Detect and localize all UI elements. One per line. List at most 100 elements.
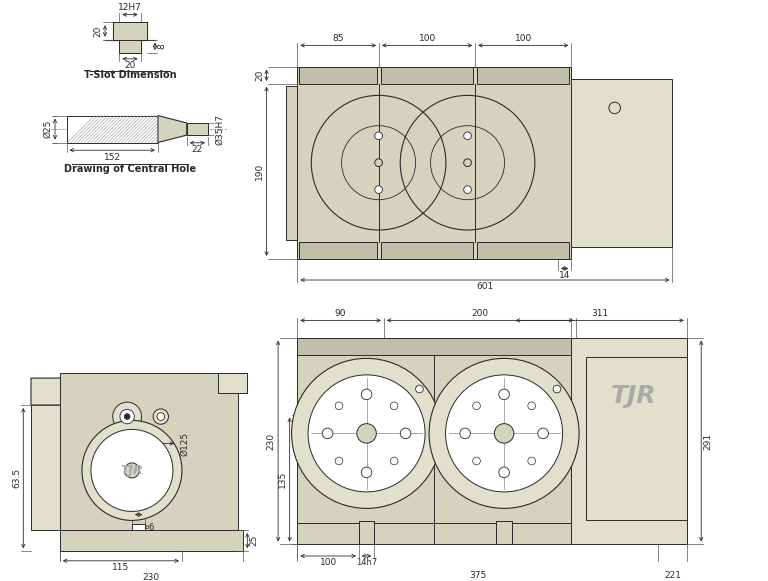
Text: 14h7: 14h7 (356, 558, 377, 568)
Text: 100: 100 (419, 34, 435, 43)
Circle shape (357, 424, 376, 443)
Text: 6: 6 (148, 523, 154, 532)
Text: 100: 100 (319, 558, 336, 568)
Circle shape (113, 402, 141, 431)
Text: 152: 152 (104, 153, 121, 162)
Circle shape (538, 428, 548, 439)
Circle shape (498, 467, 509, 478)
Circle shape (528, 402, 535, 410)
Circle shape (400, 428, 411, 439)
Text: 115: 115 (112, 563, 130, 572)
Text: 85: 85 (333, 34, 344, 43)
Text: Ø25: Ø25 (44, 120, 53, 138)
Text: 25: 25 (250, 535, 259, 546)
Bar (586, 357, 687, 521)
Text: Ø35H7: Ø35H7 (216, 113, 224, 145)
Bar (571, 338, 687, 544)
Text: 375: 375 (469, 571, 486, 580)
Text: 22: 22 (192, 145, 203, 154)
Bar (477, 67, 569, 84)
Bar (477, 242, 569, 259)
Bar (359, 521, 374, 544)
Text: 230: 230 (266, 432, 276, 450)
Circle shape (361, 467, 372, 478)
Text: 90: 90 (335, 309, 346, 318)
Circle shape (153, 409, 168, 424)
Circle shape (323, 428, 333, 439)
Text: 190: 190 (255, 163, 264, 180)
Bar (286, 86, 297, 239)
Circle shape (335, 457, 343, 465)
Circle shape (124, 414, 130, 419)
Circle shape (375, 132, 382, 139)
Text: 14: 14 (559, 271, 571, 280)
Bar (31, 405, 61, 530)
Text: 135: 135 (278, 471, 287, 488)
Polygon shape (31, 378, 83, 405)
Text: T-Slot Dimension: T-Slot Dimension (84, 70, 177, 80)
Text: 20: 20 (124, 61, 136, 70)
Circle shape (390, 402, 398, 410)
Circle shape (429, 358, 579, 508)
Circle shape (91, 429, 173, 511)
Text: 8: 8 (157, 44, 167, 49)
Circle shape (609, 102, 621, 114)
Bar (571, 79, 672, 248)
Text: 14h7: 14h7 (128, 503, 149, 512)
Bar (297, 523, 571, 544)
Text: Drawing of Central Hole: Drawing of Central Hole (64, 164, 196, 174)
Bar (113, 22, 147, 40)
Bar (381, 242, 473, 259)
Text: 221: 221 (664, 571, 681, 580)
Circle shape (498, 389, 509, 400)
Text: 311: 311 (591, 309, 608, 318)
Circle shape (157, 413, 164, 421)
Circle shape (472, 402, 480, 410)
Circle shape (445, 375, 563, 492)
Text: 63.5: 63.5 (12, 468, 21, 488)
Bar (300, 242, 377, 259)
Text: 12H7: 12H7 (118, 3, 142, 12)
Text: TJR: TJR (121, 464, 144, 477)
Bar (496, 521, 511, 544)
Circle shape (495, 424, 514, 443)
Bar (297, 338, 571, 355)
Text: 230: 230 (143, 573, 160, 581)
Bar (67, 116, 158, 142)
Circle shape (292, 358, 442, 508)
Bar (60, 530, 243, 551)
Polygon shape (158, 116, 187, 142)
Bar (187, 123, 208, 135)
Bar (300, 67, 377, 84)
Text: 20: 20 (94, 25, 103, 37)
Circle shape (375, 159, 382, 167)
Circle shape (553, 385, 561, 393)
Circle shape (460, 428, 470, 439)
Text: 200: 200 (472, 309, 488, 318)
Circle shape (361, 389, 372, 400)
Circle shape (464, 132, 472, 139)
Circle shape (464, 186, 472, 193)
Bar (218, 373, 247, 393)
Circle shape (464, 159, 472, 167)
Bar (381, 67, 473, 84)
Circle shape (415, 385, 423, 393)
Circle shape (308, 375, 425, 492)
Circle shape (390, 457, 398, 465)
Circle shape (82, 421, 182, 521)
Bar (120, 40, 141, 53)
Circle shape (335, 402, 343, 410)
Text: 291: 291 (703, 432, 713, 450)
Bar (297, 338, 571, 523)
Text: Ø125: Ø125 (180, 432, 189, 456)
Circle shape (528, 457, 535, 465)
Circle shape (375, 186, 382, 193)
Circle shape (124, 463, 140, 478)
Text: TJR: TJR (611, 383, 657, 408)
Circle shape (472, 457, 480, 465)
Circle shape (120, 410, 134, 424)
Bar (297, 67, 571, 259)
Text: 100: 100 (515, 34, 532, 43)
Bar (132, 524, 145, 530)
Text: 601: 601 (476, 282, 494, 292)
